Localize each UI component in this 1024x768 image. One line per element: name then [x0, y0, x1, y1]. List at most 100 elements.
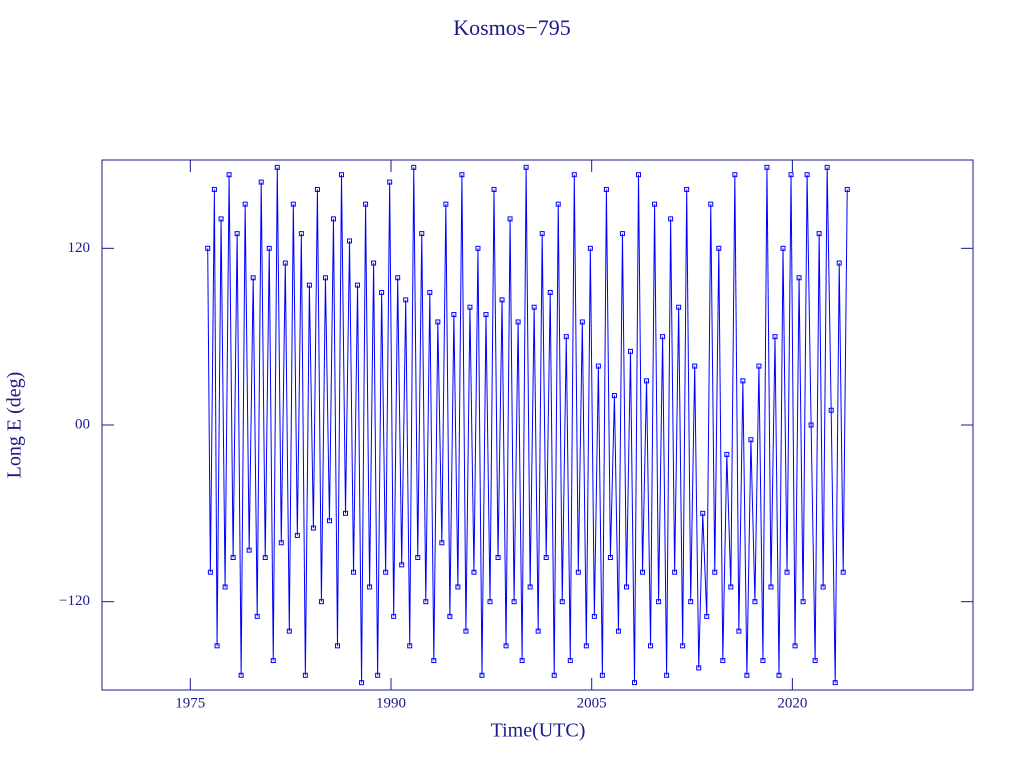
data-point [499, 297, 505, 303]
data-point [644, 378, 650, 384]
data-point [571, 172, 577, 178]
data-point [355, 282, 361, 288]
data-point [736, 628, 742, 634]
data-point [640, 569, 646, 575]
data-point [226, 172, 232, 178]
y-axis-label: Long E (deg) [4, 372, 26, 479]
data-point [318, 599, 324, 605]
data-point [595, 363, 601, 369]
data-point [567, 658, 573, 664]
data-point [756, 363, 762, 369]
data-point [363, 201, 369, 207]
data-point [579, 319, 585, 325]
data-point [804, 172, 810, 178]
data-point [479, 672, 485, 678]
data-point [692, 363, 698, 369]
data-point [427, 290, 433, 295]
data-point [270, 658, 276, 664]
data-point [411, 164, 417, 170]
data-point [656, 599, 662, 605]
data-point [672, 569, 678, 575]
data-point [724, 451, 730, 457]
data-point [242, 201, 248, 207]
data-point [511, 599, 517, 605]
data-point [776, 672, 782, 678]
data-point [740, 378, 746, 384]
data-point [314, 186, 320, 192]
data-point [379, 290, 385, 295]
data-point [796, 275, 802, 281]
data-point [294, 532, 300, 538]
data-point [334, 643, 340, 649]
data-point [274, 164, 280, 170]
data-point [507, 216, 513, 222]
data-point [700, 510, 706, 516]
data-point [487, 599, 493, 605]
data-point [712, 569, 718, 575]
data-point [338, 172, 344, 178]
data-point [451, 312, 457, 318]
x-tick-label: 1990 [376, 695, 406, 711]
data-point [551, 672, 557, 678]
data-point [266, 245, 272, 251]
data-point [351, 569, 357, 575]
data-point [367, 584, 373, 590]
data-point [792, 643, 798, 649]
data-point [808, 422, 814, 428]
data-point [359, 680, 365, 686]
data-point [207, 569, 213, 575]
data-point [519, 658, 525, 664]
data-point [439, 540, 445, 546]
data-point [306, 282, 312, 288]
data-point [214, 643, 220, 649]
data-point [403, 297, 409, 303]
data-point [720, 658, 726, 664]
data-point [205, 245, 211, 251]
data-point [623, 584, 629, 590]
data-point [298, 231, 304, 237]
data-point [523, 164, 529, 170]
data-point [250, 275, 256, 281]
data-line [207, 167, 848, 683]
data-point [627, 348, 633, 354]
data-point [395, 275, 401, 281]
data-point [407, 643, 413, 649]
data-point [375, 672, 381, 678]
data-point [611, 393, 617, 399]
data-point [423, 599, 429, 605]
data-point [483, 312, 489, 318]
data-point [531, 304, 537, 310]
data-point [383, 569, 389, 575]
data-point [587, 245, 593, 251]
data-point [326, 518, 332, 524]
data-point [503, 643, 509, 649]
data-point [543, 555, 549, 560]
data-point [258, 179, 264, 185]
data-point [708, 201, 714, 207]
data-point [330, 216, 336, 222]
data-point [302, 672, 308, 678]
data-point [619, 231, 625, 237]
data-point [828, 407, 834, 413]
data-point [816, 231, 822, 237]
data-point [435, 319, 441, 325]
data-point [812, 658, 818, 664]
data-point [728, 584, 734, 590]
data-point [684, 186, 690, 192]
data-point [387, 179, 393, 185]
data-point [716, 245, 722, 251]
data-point [347, 238, 353, 244]
data-point [495, 555, 501, 560]
data-point [840, 569, 846, 575]
data-point [471, 569, 477, 575]
data-point [591, 613, 597, 619]
data-point [547, 290, 553, 295]
data-point [282, 260, 288, 266]
data-point [371, 260, 377, 266]
data-point [515, 319, 521, 325]
data-point [475, 245, 481, 251]
data-point [575, 569, 581, 575]
data-point [222, 584, 228, 590]
data-point [322, 275, 328, 281]
y-tick-label: 00 [75, 416, 90, 432]
